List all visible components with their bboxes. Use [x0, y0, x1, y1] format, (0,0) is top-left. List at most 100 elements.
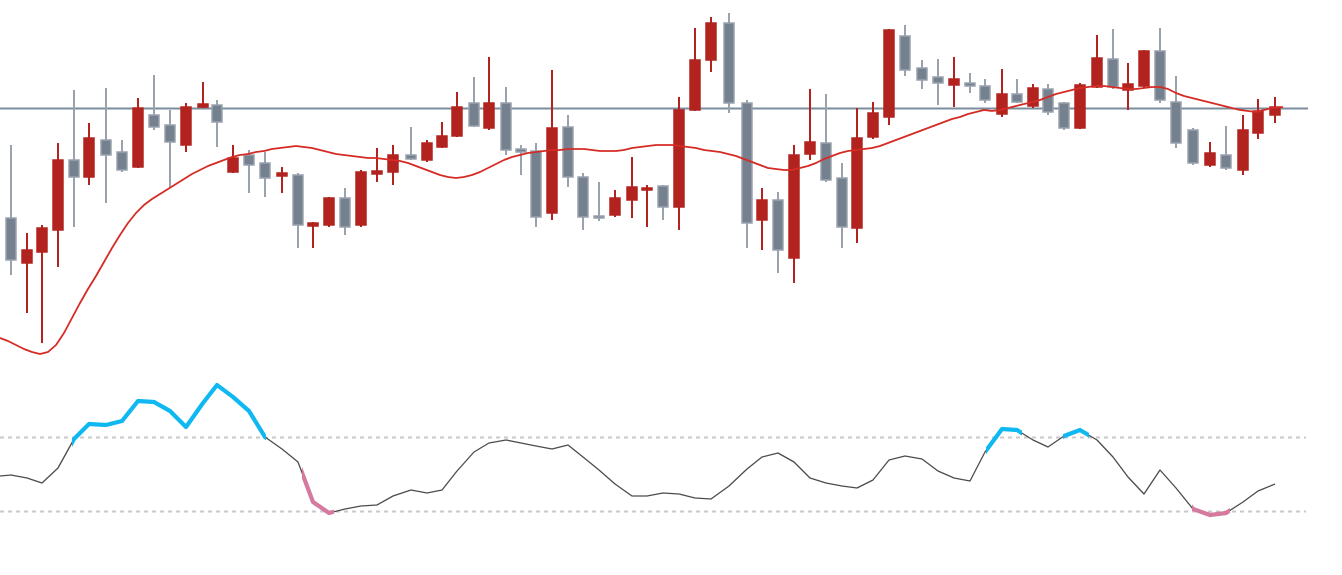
candle-body — [52, 159, 64, 231]
candle-body — [867, 112, 879, 138]
candle-down — [948, 57, 960, 107]
candle-down — [851, 108, 863, 243]
candle-body — [979, 85, 991, 101]
candle-up — [657, 185, 669, 220]
candle-up — [339, 188, 351, 235]
candle-body — [387, 154, 399, 173]
candle-body — [483, 102, 495, 129]
candle-up — [259, 152, 271, 197]
candle-up — [1154, 28, 1166, 103]
candle-up — [211, 100, 223, 147]
candle-down — [1237, 115, 1249, 175]
candle-down — [1091, 35, 1103, 88]
candle-body — [1107, 58, 1119, 88]
candle-down — [371, 148, 383, 182]
candle-up — [1187, 128, 1199, 165]
candle-up — [1042, 84, 1054, 115]
candle-down — [227, 145, 239, 173]
candle-down — [1138, 50, 1150, 88]
candle-body — [371, 170, 383, 175]
moving-average-line — [0, 85, 1284, 355]
candle-body — [515, 148, 527, 153]
candle-body — [756, 199, 768, 221]
candle-body — [197, 103, 209, 108]
candle-up — [405, 127, 417, 160]
candle-body — [5, 217, 17, 261]
candle-down — [83, 123, 95, 185]
candle-down — [883, 29, 895, 125]
oscillator-pane — [0, 382, 1306, 518]
candle-body — [276, 172, 288, 177]
candle-body — [689, 59, 701, 111]
candle-up — [577, 173, 589, 230]
candle-body — [562, 126, 574, 178]
candle-body — [916, 67, 928, 81]
candle-body — [705, 22, 717, 61]
candle-down — [689, 28, 701, 111]
candle-body — [1138, 50, 1150, 87]
candle-body — [723, 22, 735, 104]
candle-body — [804, 141, 816, 155]
candle-body — [1058, 102, 1070, 129]
candle-body — [964, 82, 976, 87]
candle-down — [546, 70, 558, 220]
candle-body — [1170, 101, 1182, 144]
candle-up — [500, 87, 512, 155]
oscillator-line — [0, 384, 1276, 516]
candle-up — [593, 182, 605, 221]
candlestick-series — [5, 13, 1281, 343]
candle-down — [180, 103, 192, 152]
candle-body — [1091, 57, 1103, 88]
candle-body — [530, 150, 542, 218]
oscillator-overbought-segment — [72, 382, 266, 447]
candle-body — [468, 102, 480, 127]
candle-up — [772, 192, 784, 273]
candle-body — [500, 102, 512, 151]
candle-up — [468, 77, 480, 127]
candle-body — [899, 35, 911, 71]
candle-body — [820, 142, 832, 181]
candle-body — [243, 154, 255, 166]
candle-body — [593, 215, 605, 219]
candle-up — [515, 145, 527, 175]
candle-body — [68, 159, 80, 178]
candle-down — [867, 102, 879, 139]
candle-down — [1122, 63, 1134, 110]
candle-body — [673, 109, 685, 208]
candle-up — [1170, 76, 1182, 148]
candle-body — [851, 137, 863, 229]
candle-body — [788, 154, 800, 259]
candle-body — [164, 124, 176, 143]
candle-body — [577, 176, 589, 218]
candle-body — [657, 185, 669, 208]
candle-down — [1204, 142, 1216, 167]
candle-down — [197, 82, 209, 108]
candle-up — [1107, 29, 1119, 89]
candle-body — [100, 139, 112, 156]
candle-body — [1122, 83, 1134, 91]
candle-down — [307, 222, 319, 248]
candle-up — [292, 173, 304, 248]
candle-down — [132, 98, 144, 168]
candle-body — [1187, 129, 1199, 164]
candle-down — [21, 233, 33, 313]
candle-down — [626, 157, 638, 218]
candle-down — [451, 92, 463, 137]
candle-body — [1011, 93, 1023, 103]
candle-body — [405, 154, 417, 160]
candle-down — [387, 145, 399, 185]
candle-body — [307, 222, 319, 227]
candle-up — [899, 25, 911, 76]
candle-body — [339, 197, 351, 228]
candle-up — [5, 145, 17, 275]
candle-body — [227, 157, 239, 173]
candle-body — [148, 114, 160, 128]
candle-body — [546, 127, 558, 214]
candle-up — [820, 94, 832, 182]
candle-up — [1011, 79, 1023, 103]
candle-down — [609, 190, 621, 217]
candle-down — [436, 122, 448, 148]
candle-body — [883, 29, 895, 118]
candle-body — [1154, 50, 1166, 101]
